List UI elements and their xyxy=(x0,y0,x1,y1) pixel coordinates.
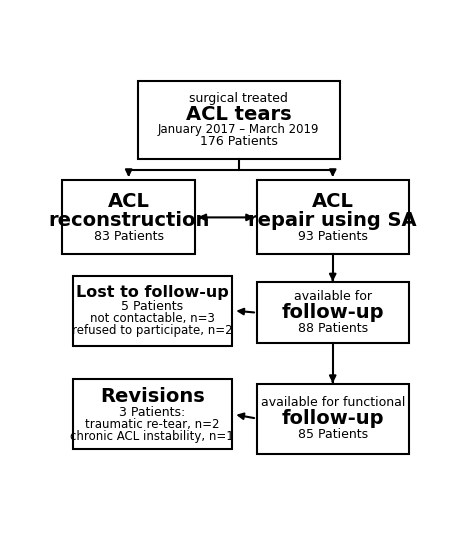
Text: traumatic re-tear, n=2: traumatic re-tear, n=2 xyxy=(85,418,219,431)
Text: 83 Patients: 83 Patients xyxy=(94,230,164,243)
Text: 88 Patients: 88 Patients xyxy=(298,322,368,335)
Text: not contactable, n=3: not contactable, n=3 xyxy=(90,312,214,326)
Bar xyxy=(62,180,196,255)
Text: ACL: ACL xyxy=(108,192,150,211)
Bar xyxy=(257,180,409,255)
Bar xyxy=(257,384,409,454)
Text: refused to participate, n=2: refused to participate, n=2 xyxy=(72,324,233,337)
Bar xyxy=(257,282,409,343)
Text: January 2017 – March 2019: January 2017 – March 2019 xyxy=(158,123,320,136)
Bar xyxy=(73,379,232,449)
Bar xyxy=(73,276,232,345)
Text: 93 Patients: 93 Patients xyxy=(298,230,368,243)
Text: surgical treated: surgical treated xyxy=(189,92,288,104)
Text: 5 Patients: 5 Patients xyxy=(121,300,183,313)
Text: 3 Patients:: 3 Patients: xyxy=(119,406,185,419)
Text: Lost to follow-up: Lost to follow-up xyxy=(76,285,228,300)
Text: 176 Patients: 176 Patients xyxy=(200,135,278,149)
Text: 85 Patients: 85 Patients xyxy=(298,428,368,441)
Text: chronic ACL instability, n=1: chronic ACL instability, n=1 xyxy=(70,430,234,443)
Text: follow-up: follow-up xyxy=(281,303,384,322)
Text: follow-up: follow-up xyxy=(281,409,384,428)
Text: available for functional: available for functional xyxy=(260,396,405,409)
Text: repair using SA: repair using SA xyxy=(248,211,417,230)
Text: reconstruction: reconstruction xyxy=(48,211,209,230)
Text: available for: available for xyxy=(294,290,372,303)
Text: Revisions: Revisions xyxy=(100,387,205,406)
Bar xyxy=(138,81,340,159)
Text: ACL: ACL xyxy=(312,192,354,211)
Text: ACL tears: ACL tears xyxy=(186,104,292,124)
